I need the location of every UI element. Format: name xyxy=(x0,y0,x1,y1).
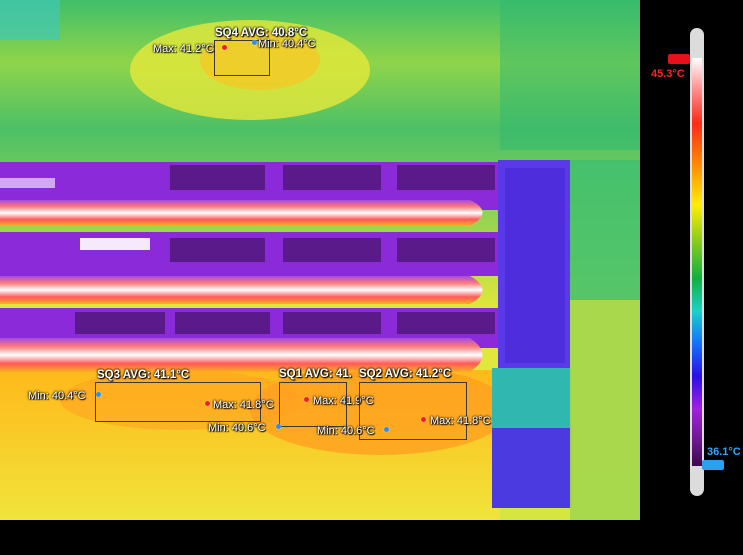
scale-min-handle[interactable] xyxy=(702,460,724,470)
roi-box-sq1[interactable] xyxy=(279,382,347,427)
sq1-min-label: Min: 40.6°C xyxy=(208,422,266,434)
sq4-min-label: Min: 40.4°C xyxy=(258,38,316,50)
sq3-min-label: Min: 40.4°C xyxy=(28,390,86,402)
temperature-color-scale xyxy=(692,58,702,466)
roi-box-sq2[interactable] xyxy=(359,382,467,440)
roi-box-sq3[interactable] xyxy=(95,382,261,422)
thermal-heatmap xyxy=(0,0,640,520)
sq1-title: SQ1 AVG: 41. xyxy=(279,368,352,380)
sq1-max-marker xyxy=(304,397,309,402)
scale-min-label: 36.1°C xyxy=(707,446,741,458)
sq2-max-label: Max: 41.8°C xyxy=(430,415,491,427)
sq3-max-marker xyxy=(205,401,210,406)
sq1-max-label: Max: 41.9°C xyxy=(313,395,374,407)
sq3-max-label: Max: 41.8°C xyxy=(213,399,274,411)
sq4-max-label: Max: 41.2°C xyxy=(153,43,214,55)
sq4-min-marker xyxy=(252,40,257,45)
sq4-title: SQ4 AVG: 40.8°C xyxy=(215,27,308,39)
sq2-title: SQ2 AVG: 41.2°C xyxy=(359,368,452,380)
sq4-max-marker xyxy=(222,45,227,50)
sq3-min-marker xyxy=(96,392,101,397)
sq2-max-marker xyxy=(421,417,426,422)
scale-max-handle[interactable] xyxy=(668,54,690,64)
sq3-title: SQ3 AVG: 41.1°C xyxy=(97,369,190,381)
roi-box-sq4[interactable] xyxy=(214,40,270,76)
scale-max-label: 45.3°C xyxy=(651,68,685,80)
thermal-image: SQ4 AVG: 40.8°C Max: 41.2°C Min: 40.4°C … xyxy=(0,0,640,520)
sq2-min-label: Min: 40.6°C xyxy=(317,425,375,437)
sq2-min-marker xyxy=(384,427,389,432)
sq1-min-marker xyxy=(276,424,281,429)
